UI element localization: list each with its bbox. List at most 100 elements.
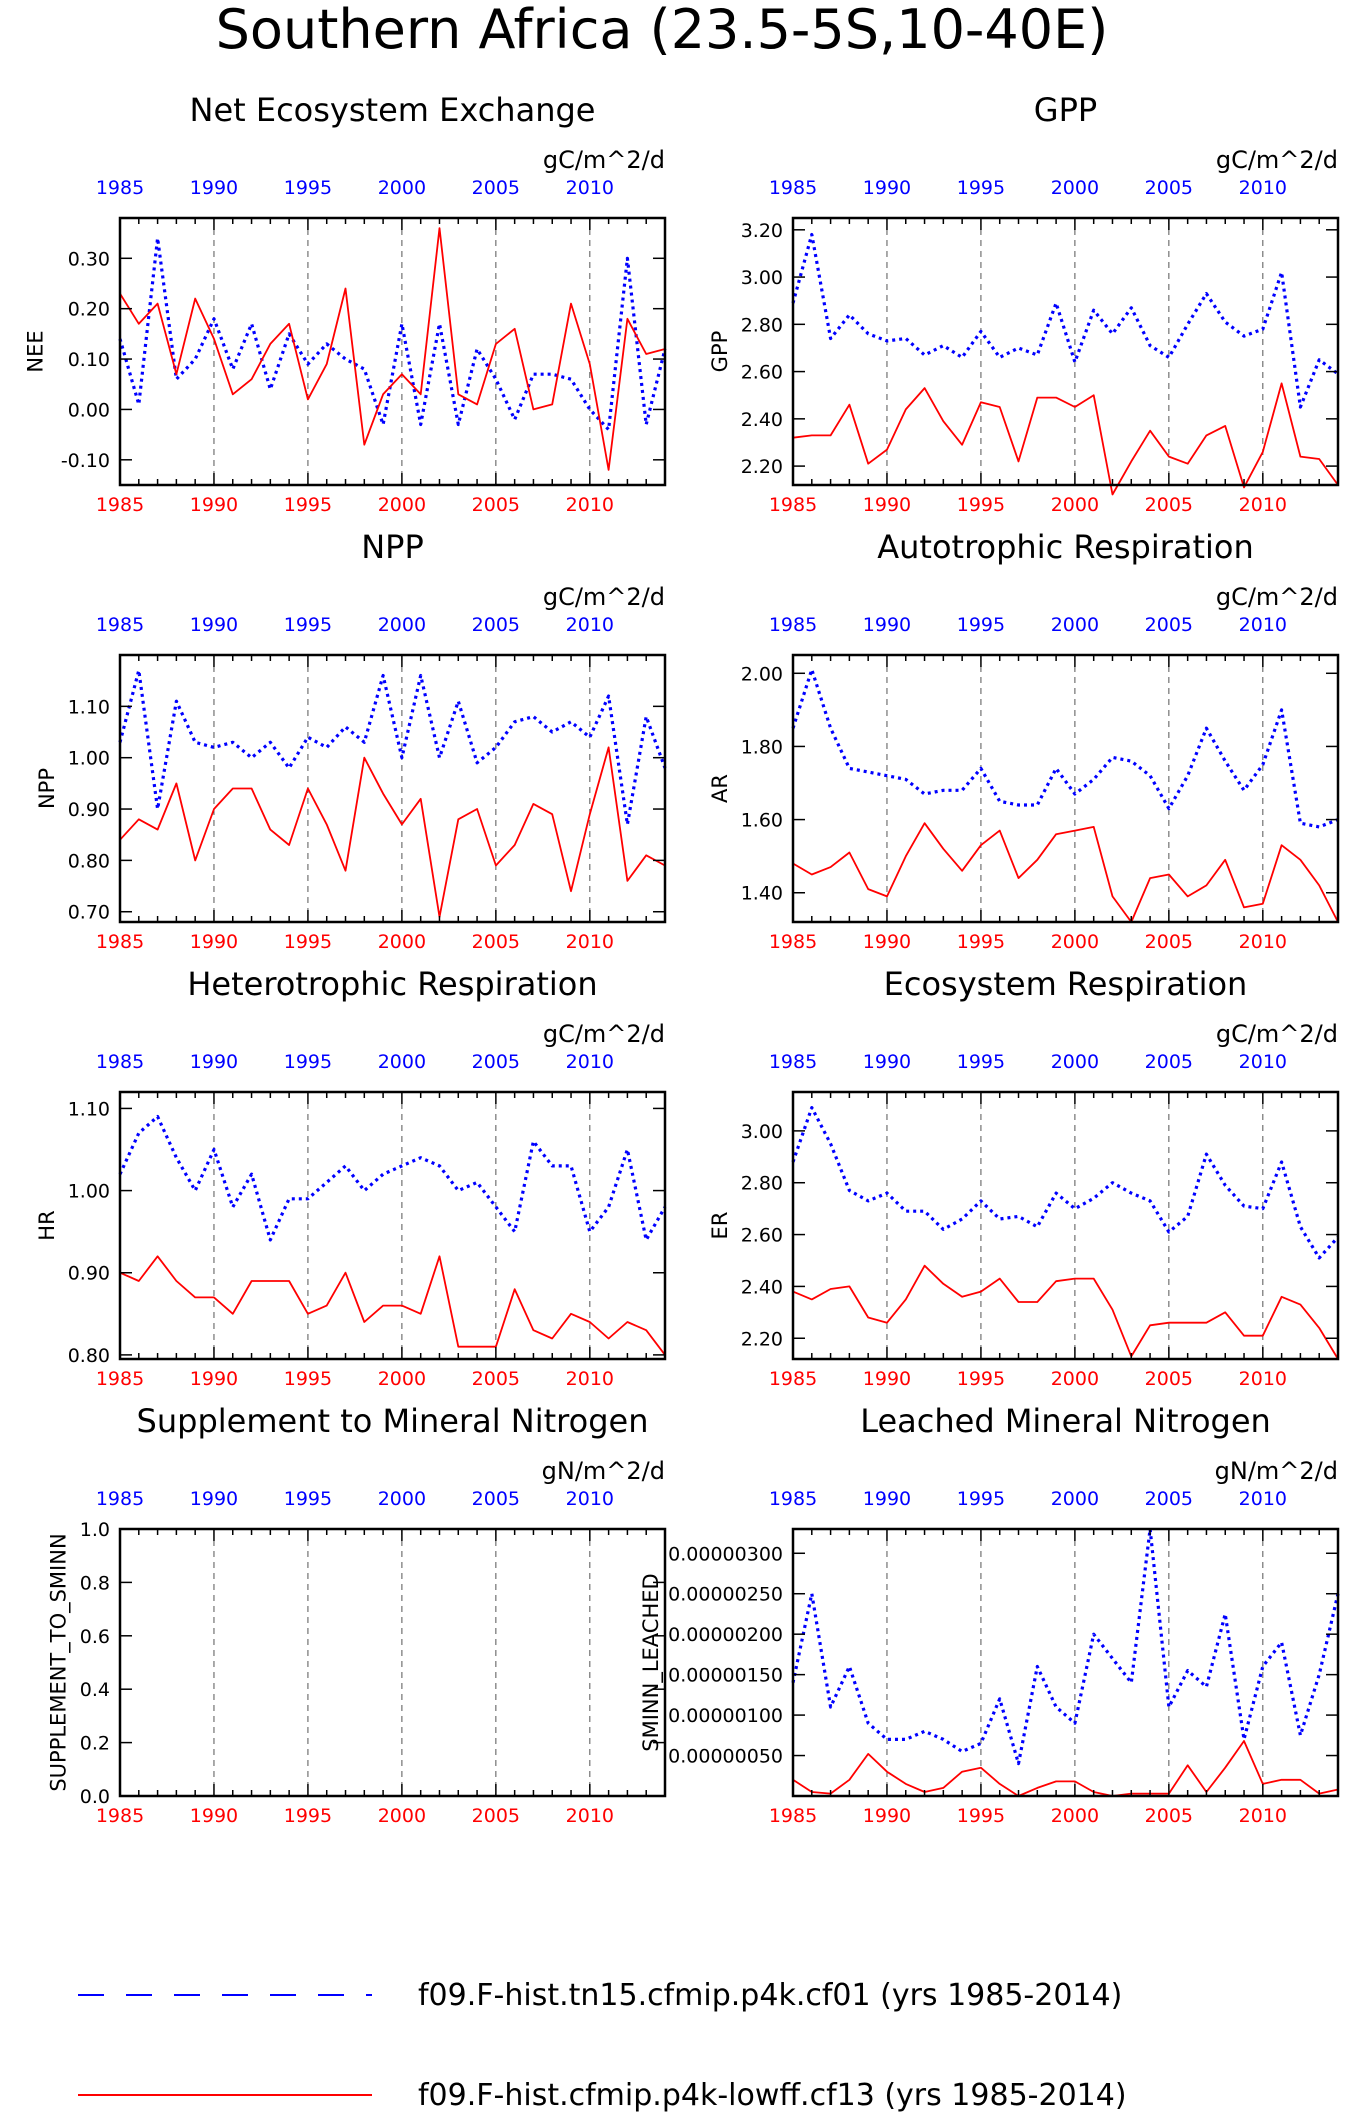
x-tick-label-bottom: 1990 <box>190 931 238 953</box>
x-tick-label-bottom: 2010 <box>566 1368 614 1390</box>
y-tick-label: 0.0 <box>80 1786 110 1808</box>
units-label: gC/m^2/d <box>543 146 665 174</box>
x-tick-label-bottom: 1985 <box>769 1368 817 1390</box>
x-tick-label-top: 1990 <box>863 614 911 636</box>
x-tick-label-top: 2010 <box>1239 177 1287 199</box>
y-axis-label: NEE <box>24 330 48 372</box>
x-tick-label-bottom: 2005 <box>472 1368 520 1390</box>
figure-title: Southern Africa (23.5-5S,10-40E) <box>216 0 1109 61</box>
plot-frame <box>118 1090 667 1361</box>
chart-panel-1: Net Ecosystem Exchange gC/m^2/d 1985 1985 19… <box>24 91 667 516</box>
y-tick-label: 0.30 <box>68 248 110 270</box>
x-tick-label-bottom: 1995 <box>284 1805 332 1827</box>
x-tick-label-top: 2000 <box>1051 614 1099 636</box>
y-tick-label: 2.00 <box>741 663 783 685</box>
x-tick-label-top: 1995 <box>957 1488 1005 1510</box>
series-line-1 <box>791 232 1339 409</box>
y-tick-label: -0.10 <box>61 450 110 472</box>
x-tick-label-bottom: 2000 <box>378 494 426 516</box>
units-label: gN/m^2/d <box>1215 1457 1338 1485</box>
plot-frame <box>118 653 667 924</box>
series-line-1 <box>791 1105 1340 1260</box>
plot-frame <box>791 1090 1340 1361</box>
series-line-1 <box>791 1527 1340 1766</box>
x-tick-label-bottom: 2010 <box>1239 931 1287 953</box>
x-tick-label-bottom: 1995 <box>284 1368 332 1390</box>
y-tick-label: 0.00000250 <box>668 1584 783 1606</box>
chart-panel-8: Leached Mineral Nitrogen gN/m^2/d 1985 1985… <box>639 1402 1340 1827</box>
x-tick-label-top: 1990 <box>190 1488 238 1510</box>
units-label: gN/m^2/d <box>542 1457 665 1485</box>
x-tick-label-bottom: 1995 <box>957 1368 1005 1390</box>
chart-panel-6: Ecosystem Respiration gC/m^2/d 1985 1985 199… <box>708 965 1340 1390</box>
x-tick-label-bottom: 2010 <box>1239 494 1287 516</box>
x-tick-label-top: 1985 <box>96 1488 144 1510</box>
x-tick-label-top: 2000 <box>378 177 426 199</box>
x-tick-label-bottom: 1985 <box>769 494 817 516</box>
x-tick-label-top: 1995 <box>284 1488 332 1510</box>
y-tick-label: 0.00000100 <box>668 1705 783 1727</box>
x-tick-label-top: 2005 <box>472 177 520 199</box>
y-axis-label: NPP <box>35 768 59 809</box>
y-axis-label: HR <box>35 1210 59 1240</box>
x-tick-label-bottom: 2010 <box>566 1805 614 1827</box>
x-tick-label-bottom: 1985 <box>769 931 817 953</box>
x-tick-label-bottom: 2000 <box>378 1368 426 1390</box>
y-tick-label: 1.00 <box>68 1181 110 1203</box>
x-tick-label-bottom: 1985 <box>769 1805 817 1827</box>
panel-title: Leached Mineral Nitrogen <box>860 1402 1271 1440</box>
x-tick-label-top: 2010 <box>1239 1051 1287 1073</box>
x-tick-label-bottom: 2005 <box>472 931 520 953</box>
x-tick-label-bottom: 1995 <box>284 931 332 953</box>
x-tick-label-bottom: 1995 <box>957 1805 1005 1827</box>
x-tick-label-bottom: 2000 <box>1051 1368 1099 1390</box>
y-axis-label: ER <box>708 1212 732 1240</box>
y-tick-label: 3.00 <box>741 267 783 289</box>
x-tick-label-top: 2010 <box>566 177 614 199</box>
panel-title: GPP <box>1034 91 1097 129</box>
x-tick-label-bottom: 1990 <box>863 494 911 516</box>
series-line-1 <box>118 668 667 827</box>
x-tick-label-top: 2005 <box>1145 177 1193 199</box>
legend-label-series-2: f09.F-hist.cfmip.p4k-lowff.cf13 (yrs 198… <box>418 2078 1127 2113</box>
x-tick-label-top: 2005 <box>1145 614 1193 636</box>
series-line-1 <box>118 236 667 432</box>
plot-frame <box>791 1527 1340 1798</box>
units-label: gC/m^2/d <box>543 1020 665 1048</box>
y-tick-label: 0.2 <box>80 1733 110 1755</box>
x-tick-label-bottom: 2010 <box>1239 1805 1287 1827</box>
x-tick-label-top: 1985 <box>96 177 144 199</box>
x-tick-label-top: 2000 <box>378 1051 426 1073</box>
x-tick-label-top: 1995 <box>284 1051 332 1073</box>
x-tick-label-bottom: 2010 <box>566 494 614 516</box>
x-tick-label-top: 1985 <box>769 1051 817 1073</box>
x-tick-label-top: 2010 <box>566 1488 614 1510</box>
chart-panel-3: NPP gC/m^2/d 1985 1985 1990 1990 1995 1995 2000 2… <box>35 528 667 953</box>
plot-frame <box>118 1527 667 1798</box>
x-tick-label-bottom: 2010 <box>566 931 614 953</box>
x-tick-label-top: 1990 <box>190 614 238 636</box>
y-tick-label: 2.40 <box>741 409 783 431</box>
y-tick-label: 0.90 <box>68 799 110 821</box>
units-label: gC/m^2/d <box>1216 146 1338 174</box>
y-tick-label: 0.4 <box>80 1679 110 1701</box>
y-tick-label: 1.80 <box>741 736 783 758</box>
x-tick-label-top: 1995 <box>284 177 332 199</box>
x-tick-label-top: 1995 <box>957 614 1005 636</box>
x-tick-label-top: 1985 <box>96 614 144 636</box>
x-tick-label-top: 1990 <box>190 177 238 199</box>
units-label: gC/m^2/d <box>543 583 665 611</box>
x-tick-label-bottom: 1985 <box>96 931 144 953</box>
x-tick-label-bottom: 1990 <box>863 1805 911 1827</box>
plot-frame <box>791 216 1340 487</box>
x-tick-label-top: 1990 <box>190 1051 238 1073</box>
x-tick-label-bottom: 2005 <box>472 494 520 516</box>
y-tick-label: 0.70 <box>68 902 110 924</box>
y-tick-label: 1.40 <box>741 883 783 905</box>
x-tick-label-top: 2010 <box>1239 614 1287 636</box>
y-tick-label: 0.10 <box>68 349 110 371</box>
y-axis-label: AR <box>708 774 732 803</box>
x-tick-label-top: 1995 <box>957 1051 1005 1073</box>
x-tick-label-bottom: 1990 <box>863 1368 911 1390</box>
series-line-2 <box>119 746 666 918</box>
